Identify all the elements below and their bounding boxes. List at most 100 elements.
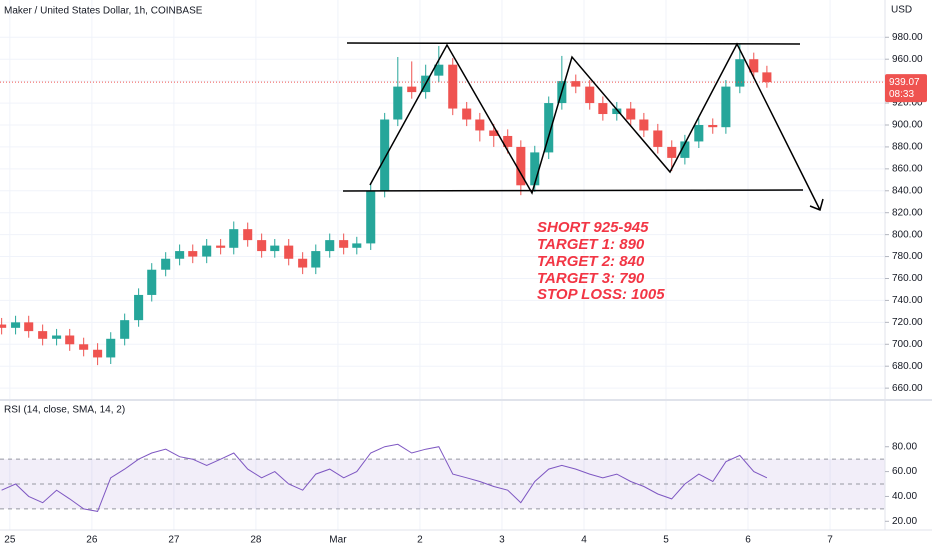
- x-tick-label: 26: [86, 535, 98, 546]
- candle-body: [667, 146, 677, 158]
- candle-body: [626, 108, 636, 120]
- rsi-title: RSI (14, close, SMA, 14, 2): [4, 405, 125, 416]
- y-tick-label: 860.00: [892, 163, 923, 174]
- annotation: SHORT 925-945: [537, 219, 649, 236]
- candle-body: [735, 59, 745, 87]
- candle-body: [243, 229, 253, 241]
- candle-body: [475, 119, 485, 131]
- y-tick-label: 760.00: [892, 273, 923, 284]
- candle-body: [516, 146, 526, 186]
- annotation: TARGET 1: 890: [537, 236, 645, 253]
- y-tick-label: 80.00: [892, 441, 917, 452]
- candle-body: [366, 190, 376, 244]
- candle-body: [380, 119, 390, 191]
- candle-body: [352, 243, 362, 248]
- x-tick-label: Mar: [329, 535, 347, 546]
- y-tick-label: 820.00: [892, 207, 923, 218]
- candle-body: [298, 258, 308, 268]
- support-line: [342, 189, 804, 192]
- candle-body: [229, 229, 239, 248]
- y-tick-label: 680.00: [892, 361, 923, 372]
- candle-body: [38, 331, 48, 339]
- annotation: TARGET 2: 840: [537, 253, 645, 270]
- y-tick-label: 800.00: [892, 229, 923, 240]
- candle-body: [106, 338, 116, 358]
- chart-title: Maker / United States Dollar, 1h, COINBA…: [4, 6, 203, 17]
- candle-body: [202, 245, 212, 257]
- candle-body: [270, 245, 280, 252]
- candle-body: [0, 324, 7, 328]
- candle-body: [52, 335, 62, 339]
- y-tick-label: 980.00: [892, 32, 923, 43]
- candle-body: [489, 130, 499, 136]
- y-tick-label: 920.00: [892, 98, 923, 109]
- candle-body: [284, 245, 294, 259]
- candle-body: [188, 251, 198, 257]
- x-tick-label: 6: [745, 535, 751, 546]
- candle-body: [65, 335, 75, 345]
- candle-body: [161, 258, 171, 270]
- candle-body: [175, 251, 185, 259]
- x-tick-label: 2: [417, 535, 423, 546]
- candle-body: [216, 245, 226, 248]
- candle-body: [639, 119, 649, 131]
- y-tick-label: 40.00: [892, 491, 917, 502]
- candle-body: [120, 320, 130, 339]
- y-tick-label: 60.00: [892, 466, 917, 477]
- candle-body: [612, 108, 622, 115]
- candle-body: [339, 240, 349, 248]
- y-tick-label: 880.00: [892, 142, 923, 153]
- candle-body: [530, 152, 540, 186]
- candle-body: [503, 135, 513, 147]
- y-tick-label: 840.00: [892, 185, 923, 196]
- rsi-line: [1, 443, 768, 512]
- candle-body: [721, 86, 731, 128]
- annotation: TARGET 3: 790: [537, 270, 645, 287]
- y-tick-label: 720.00: [892, 317, 923, 328]
- y-tick-label: 900.00: [892, 120, 923, 131]
- candle-body: [407, 86, 417, 93]
- candle-body: [694, 124, 704, 142]
- x-tick-label: 27: [168, 535, 180, 546]
- x-tick-label: 25: [4, 535, 16, 546]
- annotation: STOP LOSS: 1005: [537, 286, 665, 303]
- last-price-label: 939.07: [889, 77, 920, 88]
- y-tick-label: 20.00: [892, 516, 917, 527]
- drawings: [342, 42, 824, 212]
- candle-body: [434, 64, 444, 76]
- y-tick-label: 740.00: [892, 295, 923, 306]
- x-tick-label: 5: [663, 535, 669, 546]
- y-axis-label: USD: [891, 5, 912, 16]
- candle-body: [79, 344, 89, 350]
- resistance-line: [346, 42, 801, 45]
- candle-body: [325, 240, 335, 252]
- arrow-head: [809, 198, 824, 212]
- candle-body: [462, 108, 472, 120]
- candle-body: [93, 349, 103, 358]
- x-tick-label: 7: [827, 535, 833, 546]
- candle-body: [147, 269, 157, 295]
- candle-body: [393, 86, 403, 120]
- y-tick-label: 780.00: [892, 251, 923, 262]
- x-tick-label: 4: [581, 535, 587, 546]
- candle-body: [257, 240, 267, 252]
- candle-body: [598, 103, 608, 115]
- x-tick-label: 28: [250, 535, 262, 546]
- candle-body: [544, 103, 554, 153]
- candle-body: [24, 322, 34, 332]
- candle-body: [585, 86, 595, 104]
- candle-body: [311, 251, 321, 268]
- candle-body: [708, 124, 718, 128]
- y-tick-label: 700.00: [892, 339, 923, 350]
- marks: [0, 43, 885, 512]
- y-tick-label: 960.00: [892, 54, 923, 65]
- last-price-box: [885, 74, 927, 103]
- countdown: 08:33: [889, 89, 914, 100]
- candle-body: [749, 59, 759, 73]
- y-tick-label: 660.00: [892, 383, 923, 394]
- candle-body: [762, 72, 772, 83]
- candle-body: [134, 294, 144, 321]
- candle-body: [11, 322, 21, 328]
- candle-body: [448, 64, 458, 109]
